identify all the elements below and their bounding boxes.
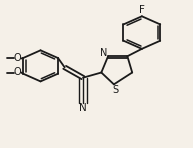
Text: O: O	[14, 53, 21, 63]
Text: F: F	[139, 5, 145, 15]
Text: N: N	[100, 48, 107, 58]
Text: N: N	[79, 103, 87, 113]
Text: O: O	[14, 67, 21, 77]
Text: S: S	[112, 85, 119, 95]
